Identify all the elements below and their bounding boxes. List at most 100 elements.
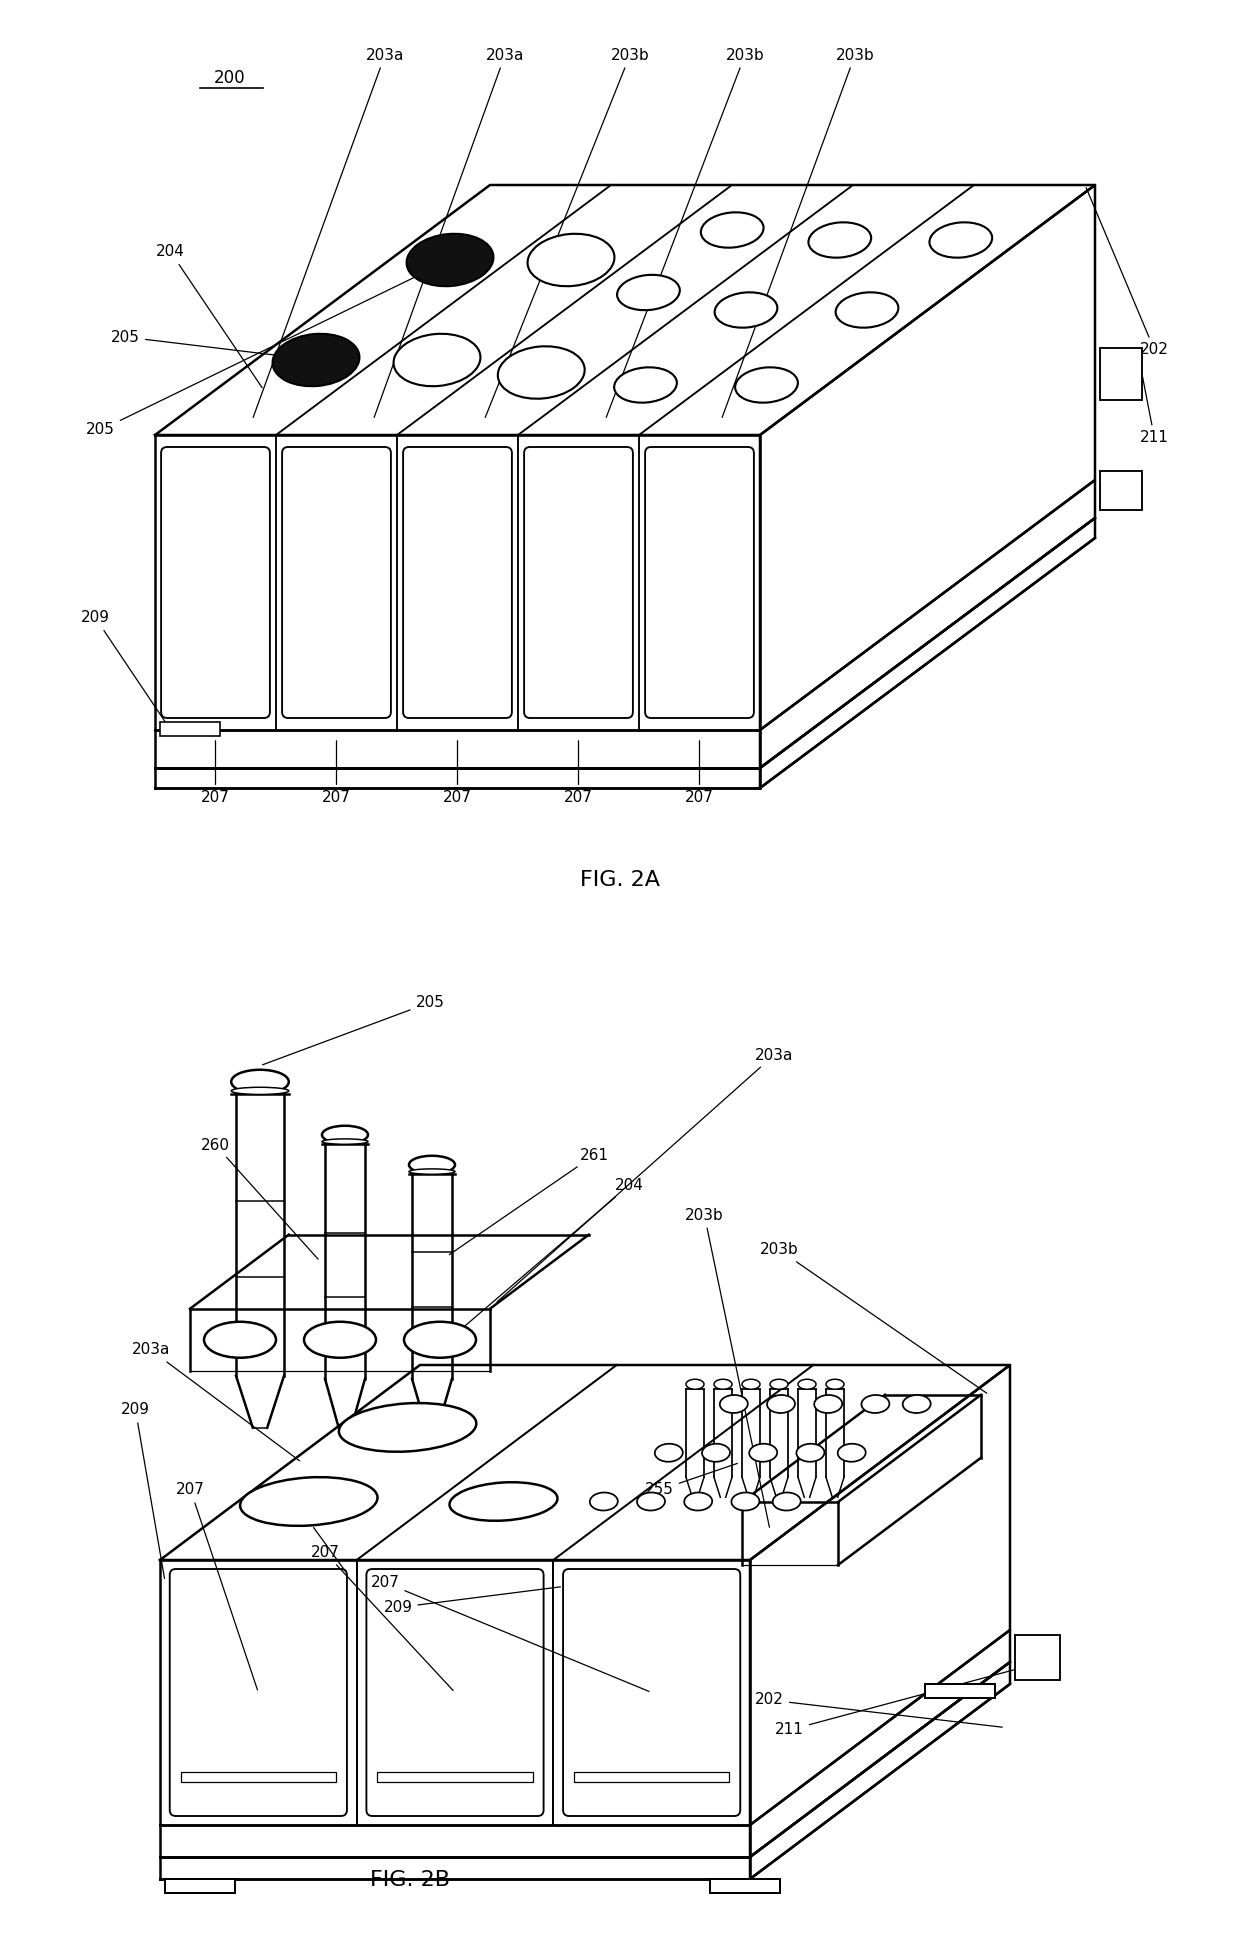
Text: 255: 255 xyxy=(645,1464,738,1498)
Ellipse shape xyxy=(808,223,872,258)
Text: 205: 205 xyxy=(263,996,444,1066)
Ellipse shape xyxy=(450,1483,558,1522)
Ellipse shape xyxy=(714,1380,732,1390)
FancyBboxPatch shape xyxy=(283,446,391,718)
Bar xyxy=(1100,472,1142,510)
Text: 204: 204 xyxy=(453,1178,644,1337)
Text: 203b: 203b xyxy=(485,47,650,417)
Ellipse shape xyxy=(241,1477,377,1526)
Text: 205: 205 xyxy=(86,262,448,437)
Text: FIG. 2B: FIG. 2B xyxy=(370,1869,450,1891)
Ellipse shape xyxy=(231,1087,289,1095)
Bar xyxy=(1100,347,1142,400)
Ellipse shape xyxy=(393,334,480,386)
Ellipse shape xyxy=(404,1322,476,1359)
Bar xyxy=(160,722,219,736)
Text: 203b: 203b xyxy=(606,47,764,417)
FancyBboxPatch shape xyxy=(170,1568,347,1817)
Ellipse shape xyxy=(749,1444,777,1462)
Ellipse shape xyxy=(773,1493,801,1510)
Text: 202: 202 xyxy=(1086,188,1169,357)
Text: 204: 204 xyxy=(156,245,262,388)
Ellipse shape xyxy=(614,367,677,402)
Text: 203a: 203a xyxy=(253,47,404,417)
Ellipse shape xyxy=(231,1069,289,1093)
Ellipse shape xyxy=(655,1444,683,1462)
FancyBboxPatch shape xyxy=(563,1568,740,1817)
Text: 260: 260 xyxy=(201,1137,319,1260)
FancyBboxPatch shape xyxy=(403,446,512,718)
Text: 203a: 203a xyxy=(374,47,525,417)
Ellipse shape xyxy=(618,276,680,311)
Ellipse shape xyxy=(701,212,764,248)
Ellipse shape xyxy=(735,367,797,402)
Ellipse shape xyxy=(768,1396,795,1413)
FancyBboxPatch shape xyxy=(161,446,270,718)
Ellipse shape xyxy=(686,1380,704,1390)
Ellipse shape xyxy=(796,1444,825,1462)
Ellipse shape xyxy=(409,1155,455,1174)
Text: 203a: 203a xyxy=(497,1048,794,1302)
Text: 203b: 203b xyxy=(684,1207,770,1528)
Bar xyxy=(711,1879,780,1892)
Text: 207: 207 xyxy=(564,741,593,806)
Ellipse shape xyxy=(799,1380,816,1390)
Ellipse shape xyxy=(732,1493,759,1510)
Text: 261: 261 xyxy=(449,1147,609,1254)
Ellipse shape xyxy=(836,293,898,328)
Ellipse shape xyxy=(322,1139,368,1145)
Bar xyxy=(1016,1634,1060,1681)
Bar xyxy=(925,1685,994,1698)
Ellipse shape xyxy=(815,1396,842,1413)
Text: 207: 207 xyxy=(443,741,472,806)
Text: 211: 211 xyxy=(1140,377,1169,446)
Ellipse shape xyxy=(590,1493,618,1510)
Text: FIG. 2A: FIG. 2A xyxy=(580,870,660,891)
Text: 202: 202 xyxy=(755,1693,1002,1727)
Text: 209: 209 xyxy=(81,611,169,726)
Text: 203b: 203b xyxy=(760,1242,987,1394)
Text: 200: 200 xyxy=(215,70,246,87)
Ellipse shape xyxy=(838,1444,866,1462)
Ellipse shape xyxy=(339,1403,476,1452)
Text: 203b: 203b xyxy=(722,47,874,417)
Text: 207: 207 xyxy=(201,741,229,806)
Ellipse shape xyxy=(719,1396,748,1413)
Text: 205: 205 xyxy=(112,330,314,359)
Text: 209: 209 xyxy=(383,1588,560,1615)
Text: 207: 207 xyxy=(371,1574,649,1691)
FancyBboxPatch shape xyxy=(366,1568,543,1817)
Bar xyxy=(574,1772,729,1782)
Text: 209: 209 xyxy=(122,1403,165,1578)
Bar xyxy=(181,1772,336,1782)
Ellipse shape xyxy=(273,334,360,386)
Ellipse shape xyxy=(770,1380,787,1390)
Text: 211: 211 xyxy=(775,1658,1058,1737)
Text: 207: 207 xyxy=(684,741,714,806)
FancyBboxPatch shape xyxy=(525,446,632,718)
Ellipse shape xyxy=(527,233,615,285)
Text: 203a: 203a xyxy=(131,1343,300,1462)
Ellipse shape xyxy=(930,223,992,258)
Ellipse shape xyxy=(684,1493,712,1510)
Ellipse shape xyxy=(304,1322,376,1359)
Ellipse shape xyxy=(407,233,494,285)
Text: 207: 207 xyxy=(176,1483,258,1691)
Ellipse shape xyxy=(497,345,585,398)
Ellipse shape xyxy=(714,293,777,328)
Text: 207: 207 xyxy=(310,1545,453,1691)
Ellipse shape xyxy=(205,1322,277,1359)
Bar xyxy=(377,1772,533,1782)
Ellipse shape xyxy=(862,1396,889,1413)
Bar xyxy=(165,1879,236,1892)
Ellipse shape xyxy=(637,1493,665,1510)
Ellipse shape xyxy=(702,1444,730,1462)
Text: 207: 207 xyxy=(322,741,351,806)
Ellipse shape xyxy=(322,1126,368,1143)
Ellipse shape xyxy=(742,1380,760,1390)
Ellipse shape xyxy=(409,1168,455,1174)
Ellipse shape xyxy=(903,1396,931,1413)
Ellipse shape xyxy=(826,1380,844,1390)
FancyBboxPatch shape xyxy=(645,446,754,718)
Text: 209: 209 xyxy=(290,1508,345,1570)
